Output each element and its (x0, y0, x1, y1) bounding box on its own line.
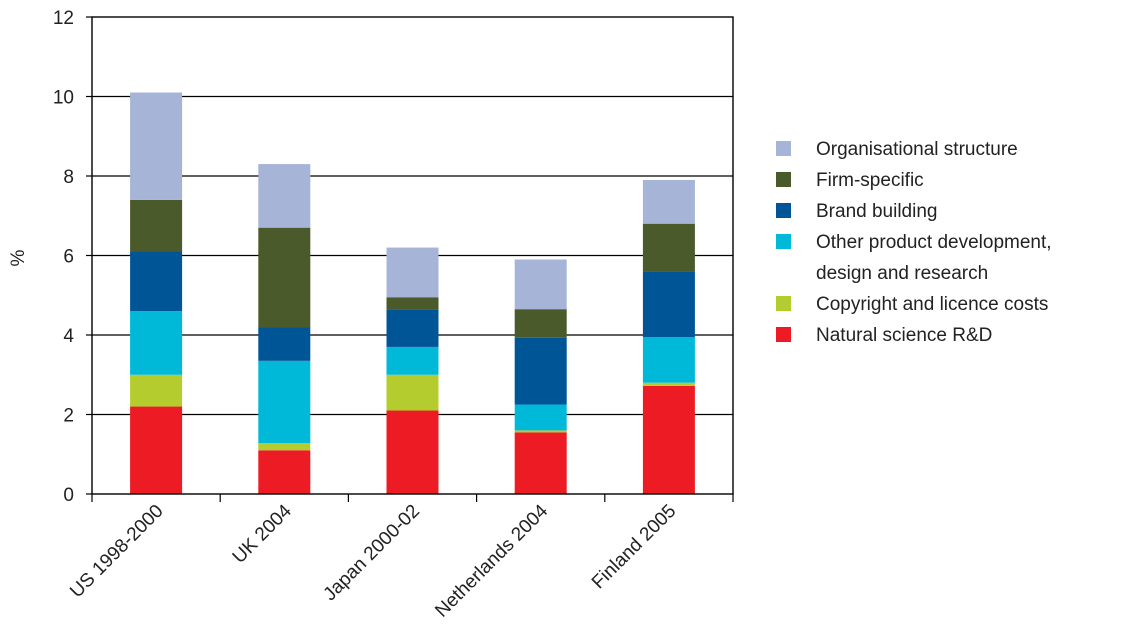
bar-segment (642, 385, 695, 494)
bar-segment (258, 327, 311, 361)
legend-swatch (776, 234, 791, 249)
y-tick-label: 6 (63, 247, 74, 268)
bar-segment (130, 199, 183, 252)
legend: Organisational structure Firm-specific Bra… (776, 139, 1052, 346)
x-tick-label: Netherlands 2004 (431, 500, 552, 621)
bar-segment (386, 346, 439, 375)
legend-item: Organisational structure (776, 139, 1018, 160)
bar-segment (514, 430, 567, 433)
bar-segment (258, 450, 311, 494)
bar-segment (386, 410, 439, 494)
bar-segment (258, 227, 311, 328)
bar-segment (258, 443, 311, 451)
bar-segment (642, 223, 695, 272)
legend-label: Natural science R&D (816, 325, 992, 346)
plot-frame (91, 16, 734, 495)
y-tick-label: 8 (63, 167, 74, 188)
bar-segment (514, 337, 567, 405)
bar-segment (130, 92, 183, 200)
bar-segment (386, 297, 439, 310)
x-tick-label: Japan 2000-02 (320, 501, 424, 605)
bar-segment (130, 406, 183, 494)
legend-label: Firm-specific (816, 170, 924, 191)
bar-segment (514, 404, 567, 431)
bar-segment (130, 311, 183, 375)
legend-item: Other product development, design and res… (776, 232, 1052, 284)
x-tick-label: Finland 2005 (588, 501, 681, 594)
y-tick-labels: 0 2 4 6 8 10 12 (53, 8, 75, 506)
y-tick-label: 4 (63, 326, 74, 347)
x-tick-label: UK 2004 (229, 500, 296, 567)
x-tick-label: US 1998-2000 (66, 501, 168, 603)
legend-label: Copyright and licence costs (816, 294, 1048, 315)
bar-segment (130, 374, 183, 407)
bar-segment (642, 271, 695, 337)
bar-segment (642, 382, 695, 386)
bar-segment (514, 259, 567, 310)
bar-segment (258, 360, 311, 444)
legend-label: Organisational structure (816, 139, 1018, 160)
bar-segment (514, 309, 567, 338)
legend-label: design and research (816, 263, 988, 284)
y-tick-label: 10 (53, 88, 74, 109)
axes (86, 16, 734, 502)
legend-item: Firm-specific (776, 170, 924, 191)
y-tick-label: 2 (63, 406, 74, 427)
legend-label: Other product development, (816, 232, 1052, 253)
legend-swatch (776, 203, 791, 218)
x-tick-labels: US 1998-2000 UK 2004 Japan 2000-02 Netherla… (66, 500, 680, 621)
bar-segment (386, 309, 439, 347)
y-tick-label: 12 (53, 8, 74, 29)
legend-swatch (776, 327, 791, 342)
legend-swatch (776, 141, 791, 156)
bar-segment (514, 432, 567, 494)
bar-segment (642, 336, 695, 383)
legend-item: Copyright and licence costs (776, 294, 1048, 315)
y-axis-label: % (8, 249, 29, 266)
bar-segment (386, 247, 439, 298)
legend-label: Brand building (816, 201, 937, 222)
legend-item: Natural science R&D (776, 325, 992, 346)
legend-swatch (776, 296, 791, 311)
bar-segment (258, 164, 311, 228)
bar-segment (386, 374, 439, 411)
bar-segment (130, 251, 183, 312)
legend-item: Brand building (776, 201, 937, 222)
y-tick-label: 0 (63, 485, 74, 506)
bar-segment (642, 179, 695, 224)
legend-swatch (776, 172, 791, 187)
bars (130, 92, 695, 494)
